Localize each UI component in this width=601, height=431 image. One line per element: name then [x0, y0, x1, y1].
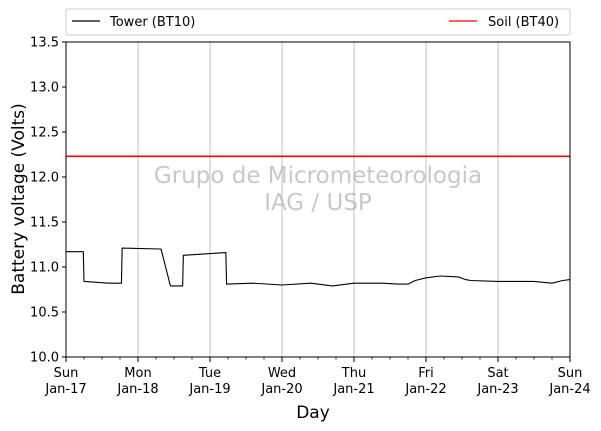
y-tick-label-5: 12.5 — [30, 126, 59, 141]
legend-frame — [65, 8, 571, 36]
x-tick-label-date-7: Jan-24 — [548, 382, 590, 397]
legend-label-tower: Tower (BT10) — [109, 15, 195, 30]
x-tick-label-date-3: Jan-20 — [260, 382, 302, 397]
y-tick-label-6: 13.0 — [30, 81, 59, 96]
y-tick-label-7: 13.5 — [30, 36, 59, 51]
x-tick-label-date-2: Jan-19 — [188, 382, 230, 397]
x-tick-label-date-1: Jan-18 — [116, 382, 158, 397]
series-line-tower-bt10 — [66, 247, 571, 287]
x-tick-label-day-3: Wed — [268, 366, 296, 381]
x-axis-label: Day — [296, 403, 330, 423]
watermark-line-1: Grupo de Micrometeorologia — [154, 163, 482, 189]
y-tick-label-3: 11.5 — [30, 216, 59, 231]
legend: Tower (BT10) Soil (BT40) — [65, 8, 571, 36]
x-tick-label-day-5: Fri — [418, 366, 434, 381]
x-tick-label-date-5: Jan-22 — [404, 382, 446, 397]
x-tick-label-day-0: Sun — [54, 366, 79, 381]
x-tick-label-day-6: Sat — [487, 366, 508, 381]
y-tick-label-1: 10.5 — [30, 306, 59, 321]
watermark-line-2: IAG / USP — [264, 190, 372, 216]
legend-label-soil: Soil (BT40) — [488, 15, 559, 30]
y-axis-label: Battery voltage (Volts) — [9, 103, 29, 294]
y-tick-label-0: 10.0 — [30, 351, 59, 366]
x-tick-label-date-0: Jan-17 — [44, 382, 86, 397]
series-layer — [66, 155, 571, 287]
x-tick-label-date-4: Jan-21 — [332, 382, 374, 397]
x-tick-label-date-6: Jan-23 — [476, 382, 518, 397]
grid-lines — [137, 42, 499, 357]
x-tick-label-day-1: Mon — [124, 366, 151, 381]
axes: 10.010.511.011.512.012.513.013.5SunJan-1… — [30, 36, 591, 398]
y-tick-label-4: 12.0 — [30, 171, 59, 186]
x-tick-label-day-4: Thu — [341, 366, 366, 381]
x-tick-label-day-7: Sun — [558, 366, 583, 381]
x-tick-label-day-2: Tue — [198, 366, 221, 381]
y-tick-label-2: 11.0 — [30, 261, 59, 276]
